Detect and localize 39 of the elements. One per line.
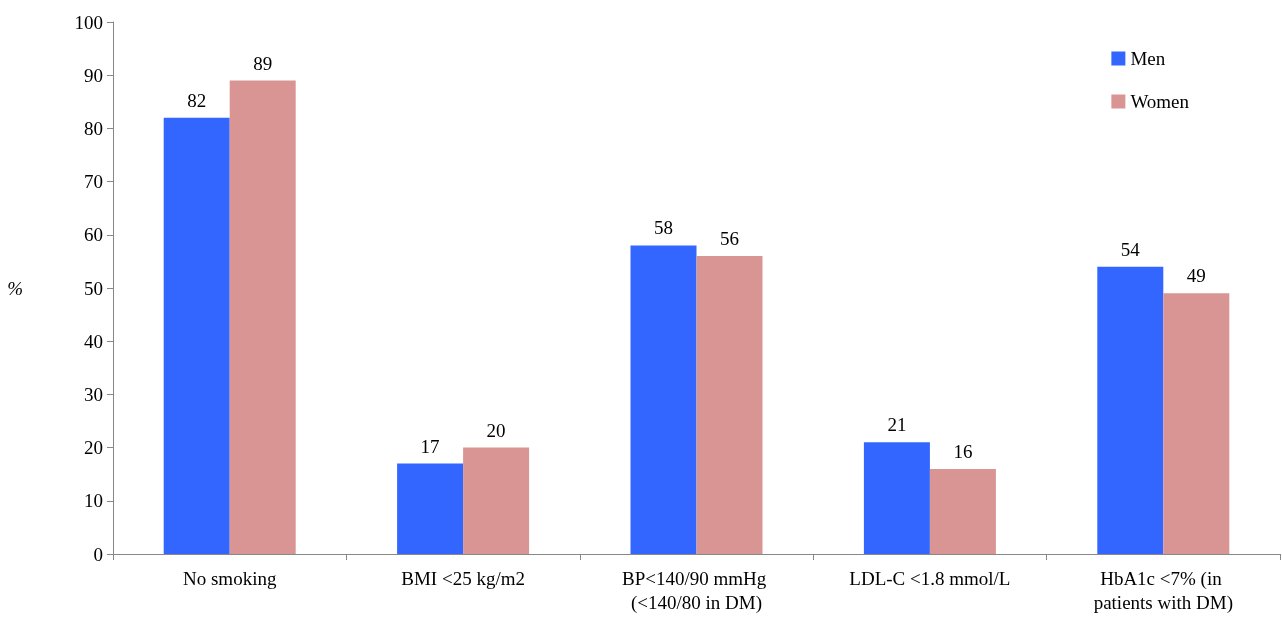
y-tick-label: 0 — [93, 543, 103, 565]
bar — [863, 442, 930, 554]
data-label: 20 — [486, 419, 506, 441]
bar — [163, 117, 230, 554]
y-tick-label: 100 — [74, 11, 103, 33]
bar — [929, 468, 996, 554]
y-tick-label: 80 — [84, 117, 103, 139]
y-tick-label: 20 — [84, 437, 103, 459]
data-label: 89 — [253, 52, 273, 74]
y-tick-label: 50 — [84, 277, 103, 299]
data-label: 16 — [953, 440, 973, 462]
x-tick-label: BP<140/90 mmHg (<140/80 in DM) — [621, 567, 772, 614]
data-label: 21 — [887, 414, 907, 436]
x-tick-label: BMI <25 kg/m2 — [401, 567, 525, 589]
bar — [397, 463, 464, 554]
legend-label: Men — [1130, 48, 1166, 69]
y-tick-label: 10 — [84, 490, 103, 512]
data-label: 17 — [420, 435, 440, 457]
y-tick-label: 70 — [84, 171, 103, 193]
bar — [696, 256, 763, 554]
bar — [463, 447, 530, 554]
data-label: 54 — [1120, 238, 1141, 260]
x-tick-label: LDL-C <1.8 mmol/L — [849, 567, 1011, 589]
legend-label: Women — [1130, 91, 1190, 112]
bar — [1163, 293, 1230, 554]
x-tick-label: HbA1c <7% (in patients with DM) — [1093, 567, 1233, 614]
bar — [1097, 266, 1164, 554]
data-label: 58 — [654, 217, 673, 239]
y-tick-label: 60 — [84, 224, 103, 246]
y-tick-label: 40 — [84, 330, 103, 352]
y-tick-label: 90 — [84, 64, 103, 86]
data-label: 49 — [1186, 265, 1206, 287]
data-label: 56 — [720, 228, 739, 250]
y-tick-label: 30 — [84, 383, 103, 405]
y-axis-title: % — [7, 277, 23, 299]
data-label: 82 — [187, 89, 207, 111]
bar — [229, 80, 296, 554]
bar — [630, 245, 697, 554]
x-tick-label: No smoking — [182, 567, 277, 589]
